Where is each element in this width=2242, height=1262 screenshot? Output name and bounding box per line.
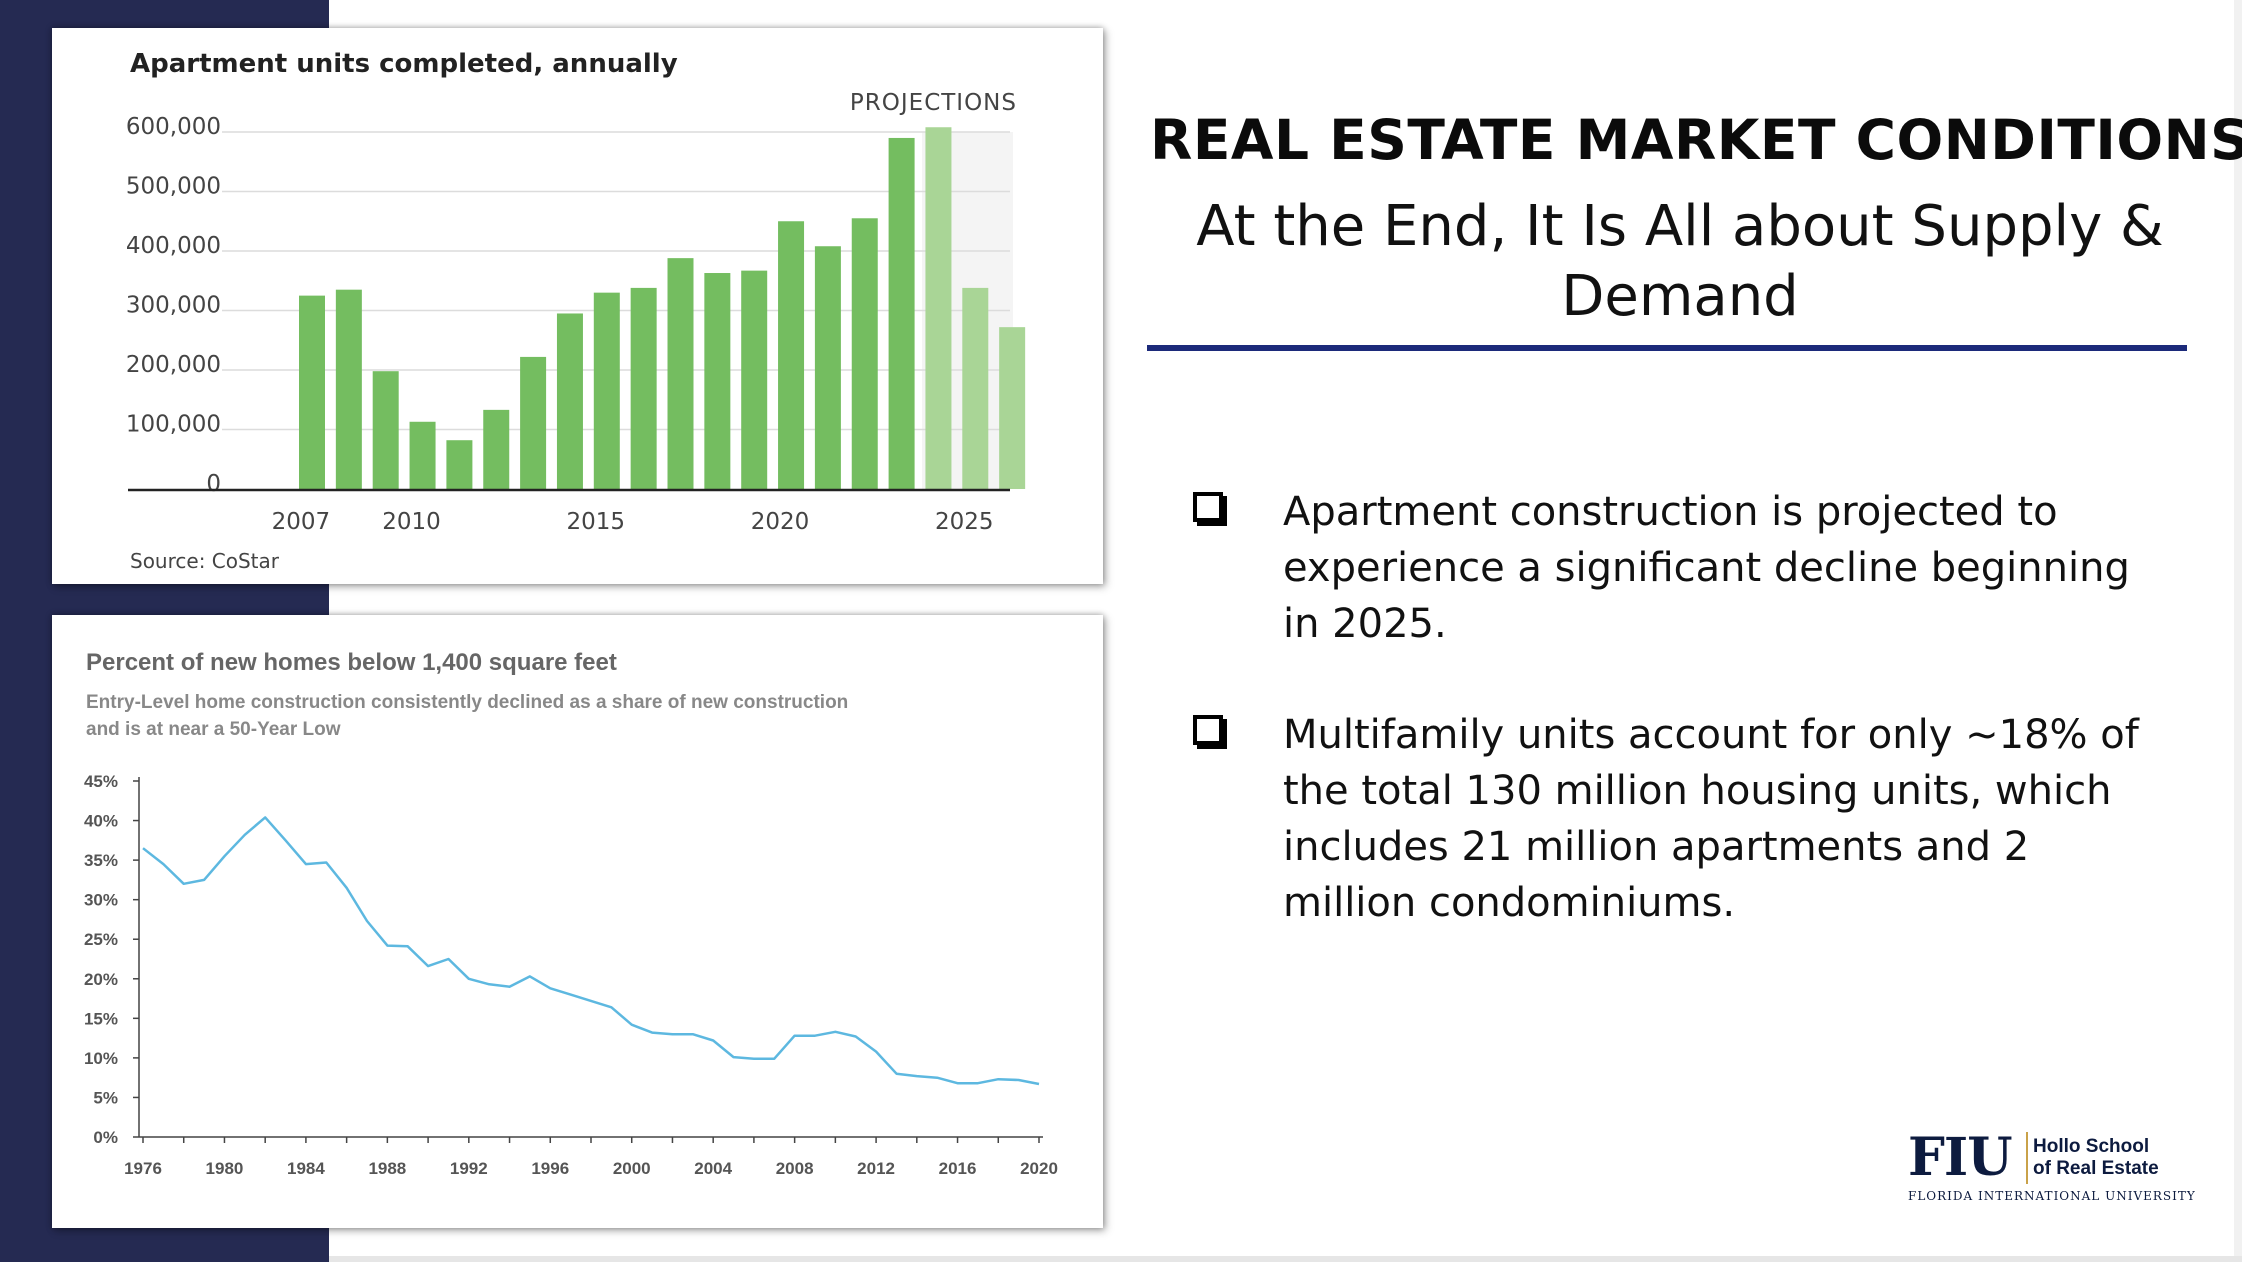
small-homes-chart-panel: Percent of new homes below 1,400 square …	[52, 615, 1103, 1228]
y-tick-label: 100,000	[126, 412, 221, 438]
bar	[556, 313, 583, 489]
bar	[520, 356, 547, 489]
chart-title: Apartment units completed, annually	[130, 49, 678, 79]
chart-subtitle: Entry-Level home construction consistent…	[86, 692, 848, 740]
bar	[999, 327, 1026, 489]
bar	[962, 287, 989, 489]
fiu-hollo-logo: FIU Hollo School of Real Estate FLORIDA …	[1905, 1127, 2195, 1204]
fiu-logo-mark: FIU	[1908, 1127, 2013, 1188]
logo-school-line1: Hollo School	[2033, 1136, 2150, 1157]
y-tick-label: 15%	[84, 1009, 118, 1028]
x-tick-label: 2010	[382, 509, 441, 535]
projections-label: PROJECTIONS	[850, 90, 1017, 116]
bar	[925, 127, 952, 490]
chart-title: Percent of new homes below 1,400 square …	[86, 649, 617, 676]
checkbox-bullet-icon	[1193, 492, 1223, 522]
x-tick-label: 1984	[287, 1159, 325, 1178]
apartment-units-chart-panel: Apartment units completed, annually PROJE…	[52, 28, 1103, 584]
y-tick-label: 200,000	[126, 352, 221, 378]
x-tick-label: 2007	[272, 509, 331, 535]
apartment-units-chart: Apartment units completed, annually PROJE…	[126, 49, 1026, 573]
y-tick-label: 500,000	[126, 174, 221, 200]
y-tick-label: 20%	[84, 970, 118, 989]
x-tick-label: 2025	[935, 509, 994, 535]
logo-university-name: FLORIDA INTERNATIONAL UNIVERSITY	[1908, 1189, 2196, 1203]
title-underline	[1147, 345, 2187, 351]
y-tick-label: 40%	[84, 812, 118, 831]
logo-divider	[2026, 1132, 2028, 1184]
small-homes-chart: Percent of new homes below 1,400 square …	[84, 649, 1058, 1178]
slide-subtitle: At the End, It Is All about Supply & Dem…	[1196, 194, 2164, 329]
bar	[741, 270, 768, 489]
bar	[888, 137, 915, 489]
bar	[778, 221, 805, 489]
x-tick-label: 2020	[751, 509, 810, 535]
x-tick-label: 2004	[694, 1159, 732, 1178]
bullet-item: Apartment construction is projected to e…	[1185, 484, 2145, 652]
chart-source: Source: CoStar	[130, 549, 280, 573]
y-tick-label: 5%	[93, 1088, 118, 1107]
bottom-edge-strip	[329, 1256, 2242, 1262]
bullet-text: Apartment construction is projected to e…	[1283, 489, 2130, 647]
bar	[593, 292, 620, 489]
x-tick-label: 2016	[939, 1159, 977, 1178]
checkbox-bullet-icon	[1193, 715, 1223, 745]
x-tick-label: 1996	[531, 1159, 569, 1178]
y-tick-label: 300,000	[126, 293, 221, 319]
x-tick-label: 2015	[566, 509, 625, 535]
x-tick-label: 1980	[206, 1159, 244, 1178]
x-tick-label: 1992	[450, 1159, 488, 1178]
bar	[667, 258, 694, 489]
bullet-text: Multifamily units account for only ~18% …	[1283, 712, 2139, 926]
x-tick-label: 2020	[1020, 1159, 1058, 1178]
y-tick-label: 10%	[84, 1049, 118, 1068]
slide-title: REAL ESTATE MARKET CONDITIONS	[1150, 108, 2242, 172]
bar	[630, 287, 657, 489]
bar	[372, 371, 399, 489]
bullet-list: Apartment construction is projected to e…	[1185, 484, 2145, 986]
y-tick-label: 0	[206, 471, 221, 497]
y-tick-label: 25%	[84, 930, 118, 949]
x-tick-label: 2000	[613, 1159, 651, 1178]
y-tick-label: 0%	[93, 1128, 118, 1147]
bar	[483, 409, 510, 489]
y-tick-label: 600,000	[126, 114, 221, 140]
x-tick-label: 2008	[776, 1159, 814, 1178]
right-edge-strip	[2234, 0, 2242, 1262]
y-tick-label: 30%	[84, 891, 118, 910]
bar	[335, 289, 362, 489]
bar	[299, 295, 325, 489]
bar	[704, 273, 731, 489]
y-tick-label: 45%	[84, 772, 118, 791]
y-tick-label: 400,000	[126, 233, 221, 259]
bar	[851, 218, 878, 489]
bar	[409, 421, 436, 489]
bar	[446, 440, 473, 489]
logo-school-line2: of Real Estate	[2033, 1158, 2159, 1179]
x-tick-label: 2012	[857, 1159, 895, 1178]
series-line	[142, 816, 1040, 1086]
x-tick-label: 1976	[124, 1159, 162, 1178]
bar	[814, 246, 841, 489]
y-tick-label: 35%	[84, 851, 118, 870]
x-tick-label: 1988	[368, 1159, 406, 1178]
bullet-item: Multifamily units account for only ~18% …	[1185, 707, 2145, 931]
